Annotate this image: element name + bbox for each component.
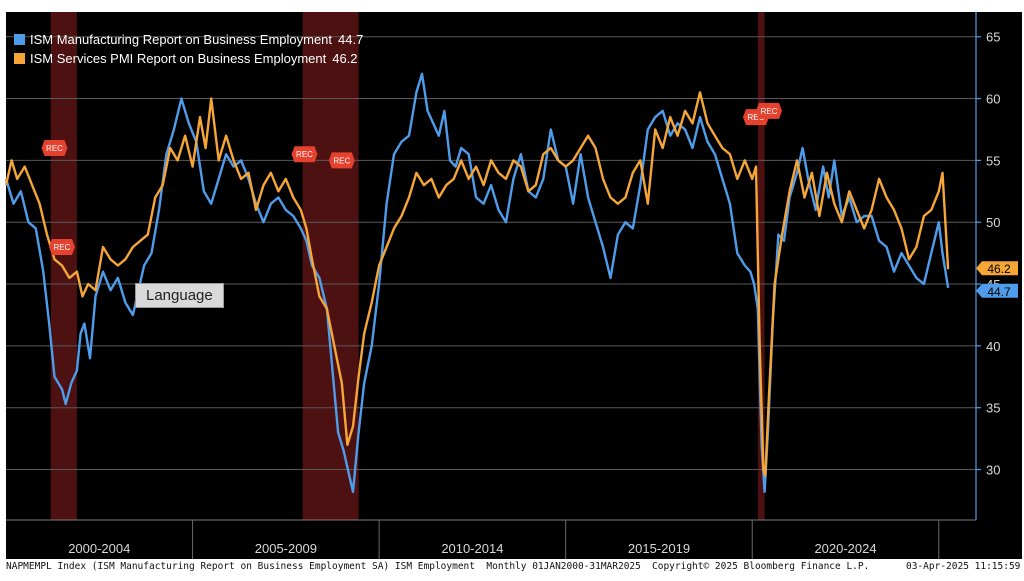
recession-flag [48, 238, 75, 255]
recession-flag-label: REC [333, 156, 350, 165]
manufacturing-swatch [14, 34, 25, 45]
recession-flag-label: REC [296, 150, 313, 159]
manufacturing-last-value: 44.7 [987, 285, 1011, 299]
recession-flag-label: REC [54, 243, 71, 252]
x-axis-band [6, 520, 976, 559]
recession-flag [756, 102, 783, 119]
recession-flag [291, 146, 318, 163]
recession-flag [328, 152, 355, 169]
legend-item-manufacturing[interactable]: ISM Manufacturing Report on Business Emp… [14, 30, 363, 49]
manufacturing-last-value-tag [976, 283, 1018, 298]
legend-item-services[interactable]: ISM Services PMI Report on Business Empl… [14, 49, 363, 68]
y-tick-label: 60 [986, 92, 1000, 107]
x-period-label: 2000-2004 [68, 541, 130, 556]
recession-band [50, 12, 77, 520]
services-last-value-tag [976, 261, 1018, 276]
recession-flag [41, 140, 68, 157]
manufacturing-line [4, 72, 950, 493]
footer-timestamp: 03-Apr-2025 11:15:59 [906, 561, 1021, 572]
recession-flag-label: REC [761, 107, 778, 116]
footer: NAPMEMPL Index (ISM Manufacturing Report… [0, 559, 1024, 581]
legend-value: 46.2 [332, 51, 358, 66]
x-period-label: 2010-2014 [441, 541, 503, 556]
services-line [4, 91, 950, 477]
recession-band [757, 12, 765, 520]
x-period-label: 2020-2024 [814, 541, 876, 556]
y-tick-label: 40 [986, 339, 1000, 354]
y-tick-label: 55 [986, 153, 1000, 168]
footer-source: NAPMEMPL Index (ISM Manufacturing Report… [6, 561, 641, 572]
x-period-label: 2005-2009 [255, 541, 317, 556]
recession-flag-label: REC [748, 113, 765, 122]
y-tick-label: 30 [986, 463, 1000, 478]
language-tooltip: Language [135, 283, 224, 308]
y-tick-label: 50 [986, 215, 1000, 230]
plot-area [6, 12, 976, 520]
services-last-value: 46.2 [987, 262, 1011, 276]
footer-copyright: Copyright© 2025 Bloomberg Finance L.P. [652, 561, 870, 572]
legend: ISM Manufacturing Report on Business Emp… [14, 30, 363, 68]
y-tick-label: 65 [986, 30, 1000, 45]
services-swatch [14, 53, 25, 64]
legend-label: ISM Services PMI Report on Business Empl… [30, 51, 327, 66]
legend-label: ISM Manufacturing Report on Business Emp… [30, 32, 333, 47]
x-period-label: 2015-2019 [628, 541, 690, 556]
recession-flag-label: REC [46, 144, 63, 153]
y-tick-label: 35 [986, 401, 1000, 416]
legend-value: 44.7 [338, 32, 364, 47]
